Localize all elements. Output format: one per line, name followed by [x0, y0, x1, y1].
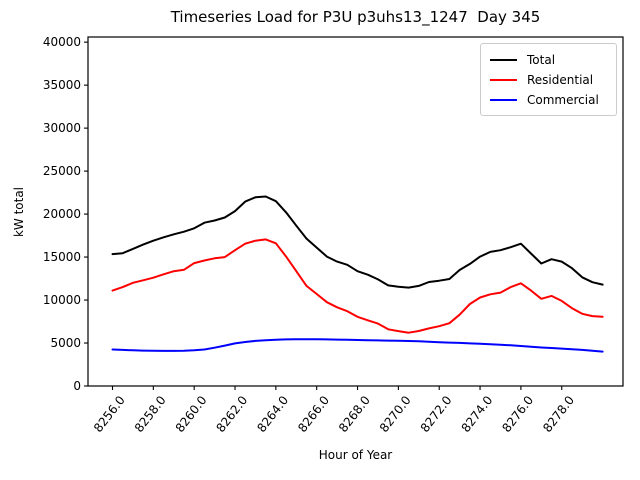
x-tick-label: 8272.0 — [418, 393, 455, 435]
y-tick-label: 20000 — [43, 207, 81, 221]
legend-line-sample — [490, 59, 517, 61]
x-tick-label: 8262.0 — [213, 393, 250, 435]
legend-label: Total — [527, 53, 556, 67]
x-tick-label: 8260.0 — [173, 393, 210, 435]
legend-item-commercial: Commercial — [481, 90, 616, 110]
legend-label: Commercial — [527, 93, 599, 107]
x-tick-label: 8258.0 — [132, 393, 169, 435]
legend-item-residential: Residential — [481, 70, 616, 90]
x-tick-label: 8266.0 — [295, 393, 332, 435]
y-tick-label: 40000 — [43, 35, 81, 49]
series-line-residential — [111, 238, 604, 334]
legend-line-sample — [490, 79, 517, 81]
series-line-commercial — [111, 338, 604, 353]
axes-spines — [87, 36, 624, 387]
y-tick-label: 35000 — [43, 78, 81, 92]
series-line-total — [111, 195, 604, 289]
x-tick-label: 8268.0 — [336, 393, 373, 435]
x-tick-label: 8278.0 — [540, 393, 577, 435]
legend-label: Residential — [527, 73, 594, 87]
y-tick-label: 10000 — [43, 293, 81, 307]
chart-title: Timeseries Load for P3U p3uhs13_1247 Day… — [170, 8, 541, 26]
x-tick-label: 8264.0 — [254, 393, 291, 435]
x-tick-label: 8276.0 — [499, 393, 536, 435]
y-tick-label: 0 — [73, 379, 81, 393]
x-tick-label: 8274.0 — [459, 393, 496, 435]
y-tick-label: 25000 — [43, 164, 81, 178]
y-tick-label: 5000 — [50, 336, 81, 350]
legend: Total Residential Commercial — [480, 43, 617, 116]
legend-line-sample — [490, 99, 517, 101]
x-tick-label: 8270.0 — [377, 393, 414, 435]
legend-item-total: Total — [481, 50, 616, 70]
x-tick-label: 8256.0 — [91, 393, 128, 435]
y-tick-label: 15000 — [43, 250, 81, 264]
x-axis-label: Hour of Year — [318, 448, 393, 462]
y-tick-label: 30000 — [43, 121, 81, 135]
